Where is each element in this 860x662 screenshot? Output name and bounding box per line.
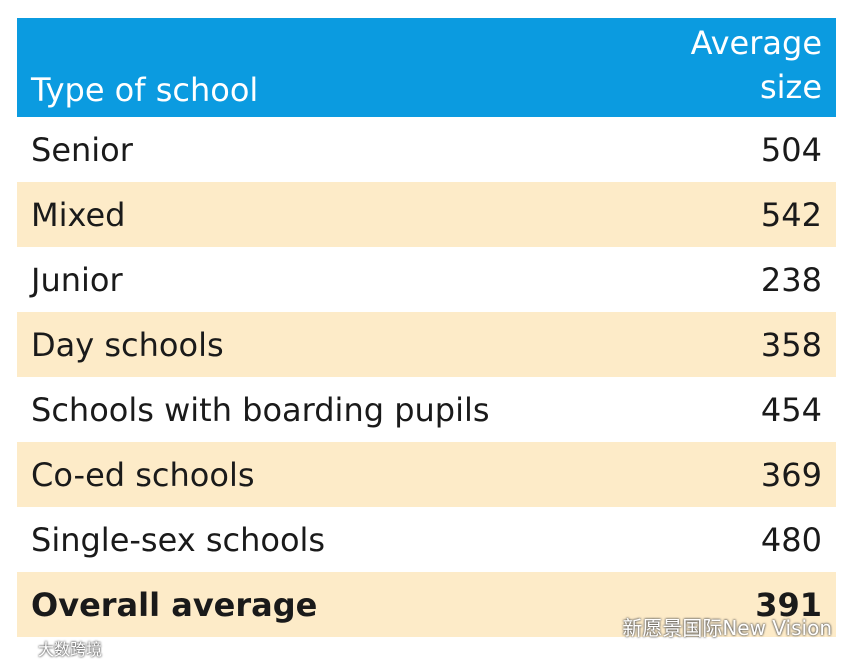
cell: 358: [760, 325, 822, 364]
watermark: 大数跨境: [38, 640, 103, 659]
cell: 454: [760, 390, 822, 429]
cell: 238: [760, 260, 822, 299]
cell: 391: [755, 585, 822, 624]
cell: Mixed: [31, 195, 126, 234]
cell: Single-sex schools: [31, 520, 326, 559]
table-row: Senior 504: [17, 117, 836, 182]
cell: Overall average: [31, 585, 318, 624]
watermark: 新愿景国际New Vision: [622, 616, 832, 640]
cell: 504: [760, 130, 822, 169]
table-row: Junior 238: [17, 247, 836, 312]
cell: 542: [760, 195, 822, 234]
table-row: Overall average 391: [17, 572, 836, 637]
cell: Co-ed schools: [31, 455, 255, 494]
table-body: Senior 504 Mixed 542 Junior 238 Day schools 358…: [17, 117, 836, 637]
header-cell: Type of school: [31, 71, 259, 109]
cell: Day schools: [31, 325, 224, 364]
table-row: Single-sex schools 480: [17, 507, 836, 572]
cell: Junior: [31, 260, 123, 299]
table-row: Schools with boarding pupils 454: [17, 377, 836, 442]
table-header: Type of school Average size: [17, 18, 836, 117]
cell: Schools with boarding pupils: [31, 390, 490, 429]
table-row: Day schools 358: [17, 312, 836, 377]
cell: Senior: [31, 130, 133, 169]
header-cell: Average size: [690, 24, 822, 106]
table: Type of school Average size Senior 504 Mix…: [17, 18, 836, 637]
cell: 369: [760, 455, 822, 494]
table-row: Co-ed schools 369: [17, 442, 836, 507]
table-row: Mixed 542: [17, 182, 836, 247]
cell: 480: [760, 520, 822, 559]
